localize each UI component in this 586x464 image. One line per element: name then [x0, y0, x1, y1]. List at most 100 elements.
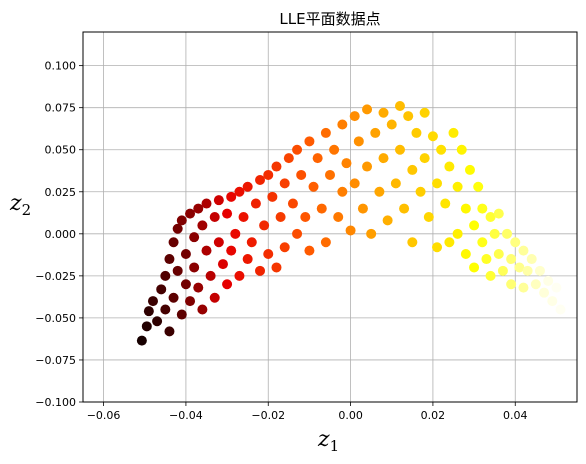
scatter-point — [193, 203, 204, 214]
scatter-point — [333, 212, 344, 222]
scatter-point — [526, 254, 537, 265]
scatter-point — [147, 296, 158, 307]
scatter-point — [255, 175, 266, 185]
scatter-point — [518, 282, 529, 293]
scatter-point — [502, 228, 513, 239]
y-tick-label: −0.075 — [35, 354, 76, 367]
scatter-point — [234, 270, 245, 281]
scatter-point — [390, 178, 401, 189]
scatter-point — [242, 254, 253, 265]
scatter-point — [399, 203, 410, 214]
scatter-point — [180, 279, 191, 290]
scatter-point — [341, 158, 352, 169]
scatter-point — [209, 292, 220, 303]
scatter-point — [213, 195, 224, 206]
scatter-point — [382, 215, 393, 226]
scatter-point — [209, 212, 220, 222]
scatter-point — [337, 186, 348, 197]
scatter-point — [316, 203, 327, 214]
scatter-point — [464, 164, 475, 175]
scatter-point — [143, 306, 154, 317]
scatter-point — [493, 249, 504, 259]
scatter-point — [279, 242, 290, 253]
scatter-point — [419, 153, 430, 164]
x-tick-label: −0.02 — [251, 409, 285, 422]
scatter-point — [469, 262, 480, 273]
scatter-point — [189, 232, 200, 243]
scatter-point — [452, 228, 463, 239]
scatter-point — [172, 265, 183, 276]
scatter-point — [407, 164, 418, 175]
x-axis-label-base: z — [317, 427, 330, 452]
scatter-point — [320, 237, 331, 248]
scatter-point — [419, 107, 430, 118]
x-axis-label-sub: 1 — [330, 437, 340, 455]
scatter-point — [506, 254, 517, 265]
scatter-point — [185, 296, 196, 307]
scatter-point — [362, 161, 373, 172]
scatter-point — [172, 223, 183, 234]
chart-title: LLE平面数据点 — [279, 10, 380, 28]
scatter-point — [563, 299, 574, 310]
scatter-point — [168, 292, 179, 303]
scatter-point — [197, 304, 208, 315]
scatter-point — [374, 186, 385, 197]
scatter-point — [485, 270, 496, 281]
scatter-point — [263, 169, 274, 180]
scatter-point — [176, 215, 187, 226]
scatter-point — [337, 119, 348, 130]
scatter-point — [543, 275, 554, 286]
scatter-point — [440, 198, 451, 209]
scatter-point — [185, 208, 196, 219]
scatter-point — [530, 279, 541, 290]
scatter-point — [452, 181, 463, 192]
scatter-point — [201, 245, 212, 256]
x-tick-label: 0.02 — [421, 409, 446, 422]
scatter-point — [485, 212, 496, 222]
scatter-point — [164, 254, 175, 265]
y-tick-label: 0.050 — [45, 144, 77, 157]
scatter-point — [201, 198, 212, 209]
scatter-point — [444, 161, 455, 172]
scatter-point — [460, 203, 471, 214]
scatter-point — [197, 220, 208, 231]
scatter-point — [312, 153, 323, 164]
scatter-point — [152, 316, 163, 327]
scatter-point — [514, 262, 525, 273]
scatter-point — [460, 249, 471, 259]
scatter-point — [263, 249, 274, 259]
scatter-point — [539, 287, 550, 298]
scatter-point — [394, 101, 405, 111]
scatter-point — [469, 220, 480, 231]
scatter-point — [308, 181, 319, 192]
y-tick-label: 0.075 — [45, 102, 77, 115]
grid — [83, 32, 577, 403]
scatter-point — [141, 321, 152, 332]
scatter-point — [164, 326, 175, 337]
y-tick-label: 0.100 — [45, 60, 77, 73]
scatter-point — [255, 265, 266, 276]
scatter-point — [168, 237, 179, 248]
scatter-point — [300, 212, 311, 222]
scatter-point — [205, 270, 216, 281]
scatter-point — [226, 191, 237, 202]
x-tick-label: −0.04 — [169, 409, 203, 422]
scatter-point — [555, 304, 566, 315]
scatter-point — [357, 203, 368, 214]
scatter-point — [267, 191, 278, 202]
scatter-point — [432, 178, 443, 189]
scatter-point — [329, 144, 340, 155]
scatter-point — [386, 119, 397, 130]
scatter-point — [345, 225, 356, 236]
scatter-point — [234, 186, 245, 197]
scatter-point — [432, 242, 443, 253]
scatter-point — [394, 144, 405, 155]
scatter-point — [304, 245, 315, 256]
y-tick-label: 0.025 — [45, 186, 77, 199]
scatter-point — [353, 136, 364, 147]
y-axis-label: z2 — [9, 191, 31, 219]
scatter-point — [411, 127, 422, 138]
scatter-point — [547, 296, 558, 307]
scatter-point — [246, 237, 257, 248]
scatter-point — [366, 228, 377, 239]
